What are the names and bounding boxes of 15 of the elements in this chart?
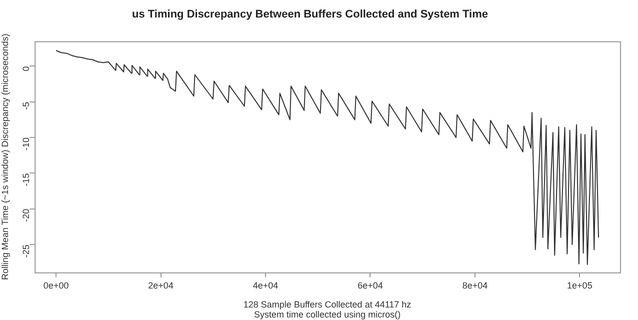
y-tick-label: -10 <box>21 138 32 151</box>
x-tick-label: 1e+05 <box>567 280 592 290</box>
x-axis-title: 128 Sample Buffers Collected at 44117 hz System time collected using micros() <box>243 300 412 320</box>
chart-title: us Timing Discrepancy Between Buffers Collected and System Time <box>132 8 488 21</box>
y-tick-label: -15 <box>21 173 32 186</box>
y-tick-label: 0 <box>21 66 32 72</box>
x-tick-label: 4e+04 <box>252 280 278 290</box>
x-tick-label: 2e+04 <box>148 280 174 290</box>
x-tick-label: 8e+04 <box>462 280 488 290</box>
x-tick-label: 6e+04 <box>358 280 383 290</box>
x-tick-label: 0e+00 <box>43 280 69 290</box>
y-tick-label: -5 <box>21 102 32 110</box>
y-axis-title: Rolling Mean Time (~1s window) Discrepancy (microseconds) <box>0 34 10 280</box>
y-tick-label: -25 <box>21 244 32 258</box>
y-tick-label: -20 <box>21 208 32 222</box>
